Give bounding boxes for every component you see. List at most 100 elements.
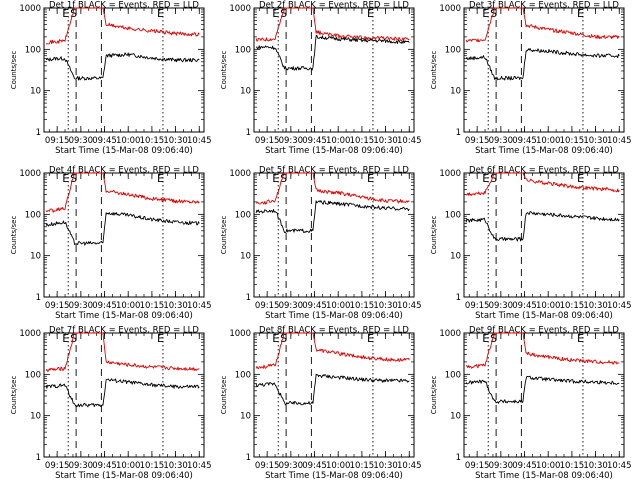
- x-axis-label: Start Time (15-Mar-08 09:06:40): [475, 311, 613, 321]
- plot-frame: [43, 7, 205, 133]
- x-tick-label: 09:45: [302, 461, 327, 471]
- events-series-line: [45, 52, 200, 81]
- y-tick-label: 1000: [19, 169, 41, 179]
- x-tick-label: 10:45: [187, 136, 212, 146]
- panel-title: Det 3f BLACK = Events, RED = LLD: [469, 1, 619, 11]
- x-tick-label: 10:00: [116, 301, 141, 311]
- x-tick-label: 10:45: [397, 461, 422, 471]
- y-tick-label: 1: [456, 128, 461, 138]
- x-tick-label: 09:15: [465, 461, 490, 471]
- lld-series-line: [255, 172, 410, 205]
- detector-panel: Det 3f BLACK = Events, RED = LLD 1 10 100 10…: [430, 1, 632, 157]
- x-tick-label: 09:30: [69, 301, 94, 311]
- y-tick-label: 100: [235, 210, 251, 220]
- event-marker-label: E: [62, 332, 69, 345]
- detector-panel: Det 2f BLACK = Events, RED = LLD 1 10 100 10…: [220, 1, 422, 157]
- y-tick-label: 1: [36, 453, 41, 463]
- event-marker-label: S: [490, 172, 497, 185]
- x-axis-label: Start Time (15-Mar-08 09:06:40): [55, 146, 193, 156]
- detector-panel: Det 4f BLACK = Events, RED = LLD 1 10 100 10…: [10, 166, 212, 322]
- x-tick-label: 10:30: [163, 301, 188, 311]
- x-tick-label: 10:30: [373, 461, 398, 471]
- x-tick-label: 10:15: [560, 461, 585, 471]
- y-tick-label: 10: [30, 252, 41, 262]
- event-marker-label: E: [62, 172, 69, 185]
- panel-title: Det 5f BLACK = Events, RED = LLD: [259, 166, 409, 176]
- event-marker-label: S: [490, 332, 497, 345]
- event-marker-label: E: [482, 332, 489, 345]
- x-tick-label: 10:30: [373, 301, 398, 311]
- x-tick-label: 09:45: [512, 136, 537, 146]
- x-tick-label: 09:15: [45, 461, 70, 471]
- x-tick-label: 10:15: [350, 301, 375, 311]
- plot-frame: [463, 7, 625, 133]
- plot-frame: [43, 172, 205, 298]
- x-tick-label: 09:45: [302, 136, 327, 146]
- x-axis-label: Start Time (15-Mar-08 09:06:40): [265, 146, 403, 156]
- event-marker-label: E: [62, 7, 69, 20]
- x-tick-label: 10:00: [536, 461, 561, 471]
- events-series-line: [465, 47, 620, 81]
- y-axis-label: Counts/sec: [220, 216, 228, 255]
- panel-title: Det 1f BLACK = Events, RED = LLD: [49, 1, 199, 11]
- x-tick-label: 10:45: [187, 301, 212, 311]
- events-series-line: [465, 211, 620, 242]
- y-tick-label: 100: [445, 210, 461, 220]
- detector-panel: Det 8f BLACK = Events, RED = LLD 1 10 100 10…: [220, 326, 422, 480]
- lld-series-line: [465, 332, 620, 369]
- panel-title: Det 6f BLACK = Events, RED = LLD: [469, 166, 619, 176]
- y-tick-label: 100: [445, 370, 461, 380]
- event-marker-label: E: [367, 332, 374, 345]
- x-tick-label: 10:15: [140, 461, 165, 471]
- plot-frame: [253, 172, 415, 298]
- y-tick-label: 1: [36, 293, 41, 303]
- y-tick-label: 1000: [19, 329, 41, 339]
- x-tick-label: 10:00: [326, 301, 351, 311]
- x-tick-label: 09:15: [255, 136, 280, 146]
- y-tick-label: 10: [450, 412, 461, 422]
- x-tick-label: 10:30: [583, 301, 608, 311]
- plot-frame: [253, 7, 415, 133]
- y-tick-label: 100: [25, 210, 41, 220]
- x-axis-label: Start Time (15-Mar-08 09:06:40): [475, 146, 613, 156]
- x-tick-label: 10:15: [350, 461, 375, 471]
- panel-title: Det 4f BLACK = Events, RED = LLD: [49, 166, 199, 176]
- x-tick-label: 09:45: [512, 461, 537, 471]
- event-marker-label: S: [280, 172, 287, 185]
- event-marker-label: S: [280, 332, 287, 345]
- x-tick-label: 10:45: [397, 301, 422, 311]
- x-tick-label: 10:15: [560, 301, 585, 311]
- x-tick-label: 10:45: [607, 136, 632, 146]
- lld-series-line: [465, 7, 620, 43]
- x-axis-label: Start Time (15-Mar-08 09:06:40): [265, 311, 403, 321]
- y-axis-label: Counts/sec: [220, 376, 228, 415]
- x-tick-label: 10:00: [326, 461, 351, 471]
- y-axis-label: Counts/sec: [430, 376, 438, 415]
- y-tick-label: 1: [456, 293, 461, 303]
- y-tick-label: 1000: [229, 4, 251, 14]
- x-tick-label: 10:15: [350, 136, 375, 146]
- x-tick-label: 10:45: [607, 301, 632, 311]
- event-marker-label: S: [70, 172, 77, 185]
- event-marker-label: E: [482, 7, 489, 20]
- y-tick-label: 100: [25, 370, 41, 380]
- y-tick-label: 10: [450, 252, 461, 262]
- event-marker-label: S: [70, 332, 77, 345]
- event-marker-label: S: [280, 7, 287, 20]
- x-tick-label: 10:30: [163, 136, 188, 146]
- event-marker-label: E: [272, 332, 279, 345]
- y-tick-label: 10: [240, 87, 251, 97]
- x-axis-label: Start Time (15-Mar-08 09:06:40): [265, 471, 403, 480]
- plot-frame: [43, 332, 205, 458]
- detector-panel: Det 1f BLACK = Events, RED = LLD 1 10 100 10…: [10, 1, 212, 157]
- panel-title: Det 8f BLACK = Events, RED = LLD: [259, 326, 409, 336]
- y-tick-label: 100: [235, 45, 251, 55]
- x-tick-label: 10:00: [536, 136, 561, 146]
- x-tick-label: 10:00: [326, 136, 351, 146]
- x-axis-label: Start Time (15-Mar-08 09:06:40): [475, 471, 613, 480]
- event-marker-label: E: [577, 332, 584, 345]
- x-tick-label: 10:30: [373, 136, 398, 146]
- detector-panel: Det 9f BLACK = Events, RED = LLD 1 10 100 10…: [430, 326, 632, 480]
- event-marker-label: E: [157, 7, 164, 20]
- events-series-line: [45, 212, 200, 246]
